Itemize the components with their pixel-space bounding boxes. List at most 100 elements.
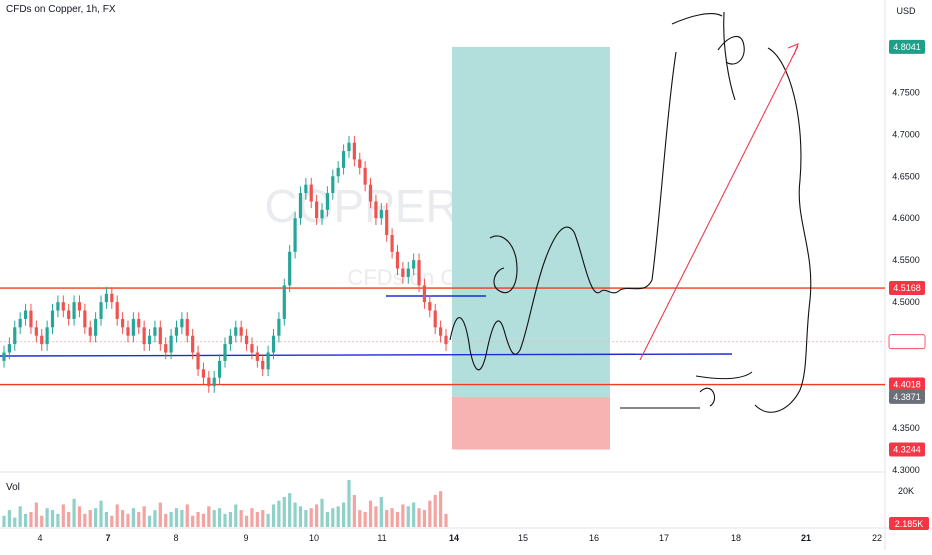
candle-body[interactable] (7, 344, 11, 353)
price-tag[interactable] (889, 389, 925, 404)
candle-body[interactable] (244, 335, 249, 345)
candle-body[interactable] (104, 293, 109, 303)
drawn-tp-label[interactable] (671, 11, 745, 101)
candle-body[interactable] (67, 310, 71, 319)
candle-body[interactable] (347, 142, 351, 152)
candle-body[interactable] (126, 327, 130, 336)
candle-body[interactable] (142, 327, 146, 345)
candle-body[interactable] (315, 201, 319, 219)
candle-body[interactable] (320, 209, 324, 219)
candle-body[interactable] (50, 310, 55, 328)
candle-body[interactable] (304, 184, 308, 194)
candle-body[interactable] (23, 310, 28, 319)
candle-body[interactable] (164, 344, 168, 353)
candle-body[interactable] (77, 302, 82, 311)
candle-body[interactable] (2, 352, 6, 361)
drawn-loop[interactable] (489, 235, 518, 293)
candle-body[interactable] (250, 344, 254, 353)
candle-body[interactable] (288, 251, 292, 286)
candle-body[interactable] (261, 360, 265, 370)
candle-body[interactable] (368, 184, 373, 202)
candle-body[interactable] (439, 327, 443, 336)
candle-body[interactable] (309, 184, 313, 202)
candle-body[interactable] (239, 327, 243, 336)
candle-body[interactable] (120, 318, 125, 328)
candle-body[interactable] (331, 176, 335, 194)
candle-body[interactable] (147, 335, 152, 345)
candle-body[interactable] (174, 327, 179, 336)
candle-body[interactable] (207, 377, 211, 387)
blue-trendline[interactable] (0, 353, 733, 357)
candle-body[interactable] (131, 318, 135, 336)
candle-body[interactable] (18, 318, 22, 328)
drawn-bracket[interactable] (754, 47, 812, 413)
target-arrow-line[interactable] (639, 45, 799, 361)
candle-body[interactable] (352, 142, 356, 160)
candle-body[interactable] (72, 302, 76, 319)
candle-body[interactable] (34, 327, 38, 336)
price-tag[interactable] (889, 39, 925, 54)
candle-body[interactable] (417, 260, 421, 286)
candle-body[interactable] (158, 327, 162, 345)
candle-body[interactable] (401, 268, 405, 277)
candle-body[interactable] (293, 218, 297, 252)
candle-body[interactable] (228, 335, 232, 345)
candle-body[interactable] (29, 310, 33, 328)
candle-body[interactable] (88, 327, 92, 336)
candle-body[interactable] (169, 335, 173, 353)
drawn-price-path[interactable] (449, 51, 677, 371)
candle-body[interactable] (406, 268, 410, 277)
candle-body[interactable] (277, 318, 281, 336)
candle-body[interactable] (395, 251, 400, 269)
candle-body[interactable] (444, 335, 448, 345)
candle-body[interactable] (218, 360, 222, 378)
take-profit-zone[interactable] (452, 46, 610, 397)
candle-body[interactable] (185, 318, 189, 336)
candle-body[interactable] (433, 310, 437, 328)
candle-body[interactable] (325, 193, 330, 210)
candle-body[interactable] (99, 302, 103, 319)
candle-body[interactable] (358, 159, 362, 168)
candle-body[interactable] (115, 302, 119, 319)
price-tag[interactable] (889, 281, 925, 296)
price-tag[interactable] (889, 377, 925, 392)
candle-body[interactable] (61, 302, 65, 311)
candle-body[interactable] (83, 310, 87, 328)
candle-body[interactable] (201, 369, 206, 378)
drawn-bottom-scribble[interactable] (620, 371, 753, 409)
candle-body[interactable] (13, 327, 17, 345)
candle-body[interactable] (223, 344, 227, 361)
candle-body[interactable] (379, 209, 383, 219)
candle-body[interactable] (153, 327, 157, 336)
candle-body[interactable] (428, 302, 432, 311)
candle-body[interactable] (94, 318, 98, 336)
price-tag[interactable] (889, 442, 925, 457)
candle-body[interactable] (336, 167, 340, 177)
candle-body[interactable] (282, 285, 286, 319)
candle-body[interactable] (422, 285, 427, 303)
candle-body[interactable] (298, 193, 303, 219)
candle-body[interactable] (212, 377, 216, 387)
candle-body[interactable] (363, 167, 367, 185)
price-tag[interactable] (888, 334, 926, 350)
candle-body[interactable] (271, 335, 276, 353)
candle-body[interactable] (56, 302, 60, 311)
candle-body[interactable] (385, 209, 389, 235)
candle-body[interactable] (341, 151, 346, 168)
candle-body[interactable] (110, 293, 114, 303)
candle-body[interactable] (266, 352, 270, 370)
candle-body[interactable] (234, 327, 238, 336)
candle-body[interactable] (390, 235, 394, 252)
candle-body[interactable] (412, 260, 416, 269)
candle-body[interactable] (191, 335, 195, 353)
candle-body[interactable] (374, 201, 378, 219)
candle-body[interactable] (137, 318, 141, 328)
candle-body[interactable] (40, 335, 44, 345)
candle-body[interactable] (196, 352, 200, 370)
candle-body[interactable] (255, 352, 259, 361)
stop-loss-zone[interactable] (452, 396, 610, 450)
candle-body[interactable] (180, 318, 184, 328)
candle-body[interactable] (45, 327, 49, 345)
